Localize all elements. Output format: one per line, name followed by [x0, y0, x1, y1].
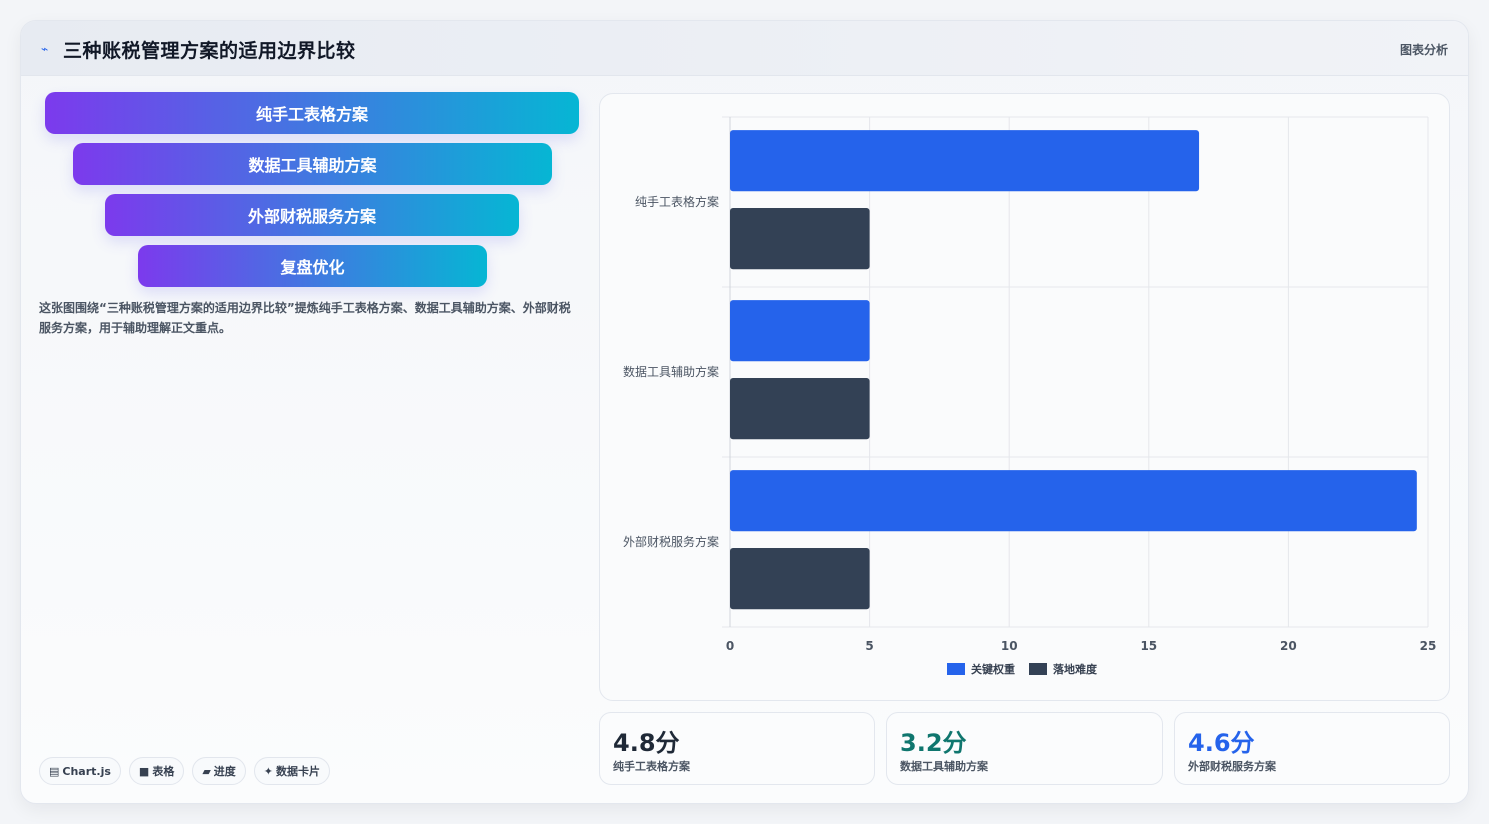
funnel-step-3: 外部财税服务方案	[105, 194, 519, 236]
chart-icon: ▤	[49, 764, 60, 778]
chart-analysis-tag: 图表分析	[1399, 43, 1448, 57]
category-label: 纯手工表格方案	[635, 194, 719, 209]
stat-value: 4.6分	[1188, 729, 1255, 757]
chip-progress[interactable]: ▰ 进度	[192, 757, 246, 785]
chip-label: Chart.js	[62, 764, 111, 778]
bar-key-weight	[730, 130, 1200, 192]
chart-panel: 纯手工表格方案数据工具辅助方案 外部财税服务方案 0 5 10 15 20 25 关键权重 落地难…	[599, 93, 1450, 701]
category-label: 外部财税服务方案	[623, 534, 719, 549]
progress-icon: ▰	[202, 764, 211, 778]
chip-data-card[interactable]: ✦ 数据卡片	[253, 757, 331, 785]
bar-difficulty	[730, 208, 870, 270]
chip-chartjs[interactable]: ▤ Chart.js	[39, 757, 121, 785]
bar-key-weight	[730, 300, 870, 362]
x-tick-label: 5	[865, 639, 873, 653]
funnel-step-4: 复盘优化	[138, 245, 487, 287]
sparkle-icon: ⌁	[41, 42, 49, 56]
stat-label: 数据工具辅助方案	[900, 760, 988, 773]
header: ⌁ 三种账税管理方案的适用边界比较 图表分析	[21, 21, 1468, 76]
x-tick-label: 15	[1140, 639, 1157, 653]
stat-value: 3.2分	[900, 729, 967, 757]
bar-difficulty	[730, 378, 870, 440]
table-icon: ■	[138, 764, 150, 778]
legend-swatch	[947, 663, 965, 675]
chip-label: 进度	[213, 765, 236, 778]
funnel-step-1: 纯手工表格方案	[45, 92, 579, 134]
bar-key-weight	[730, 470, 1417, 532]
legend-label: 落地难度	[1053, 662, 1098, 676]
x-tick-label: 20	[1280, 639, 1297, 653]
bar-difficulty	[730, 548, 870, 610]
stat-label: 外部财税服务方案	[1188, 760, 1276, 773]
legend-swatch	[1029, 663, 1047, 675]
tech-chips: ▤ Chart.js ■ 表格 ▰ 进度 ✦ 数据卡片	[39, 757, 331, 785]
stat-card-3: 4.6分 外部财税服务方案	[1174, 712, 1450, 785]
stat-card-1: 4.8分 纯手工表格方案	[599, 712, 875, 785]
description-text: 这张图围绕“三种账税管理方案的适用边界比较”提炼纯手工表格方案、数据工具辅助方案…	[39, 301, 571, 335]
stat-label: 纯手工表格方案	[613, 760, 690, 773]
main-card: ⌁ 三种账税管理方案的适用边界比较 图表分析 纯手工表格方案 数据工具辅助方案 …	[20, 20, 1469, 804]
funnel-step-2: 数据工具辅助方案	[73, 143, 552, 185]
stat-card-2: 3.2分 数据工具辅助方案	[886, 712, 1163, 785]
chip-label: 表格	[152, 765, 175, 778]
stat-value: 4.8分	[613, 729, 680, 757]
sparkle-icon: ✦	[263, 764, 274, 778]
x-tick-label: 10	[1001, 639, 1018, 653]
chip-label: 数据卡片	[276, 765, 321, 778]
x-tick-label: 25	[1420, 639, 1437, 653]
legend-label: 关键权重	[971, 662, 1015, 676]
page-title: 三种账税管理方案的适用边界比较	[63, 40, 356, 62]
x-tick-label: 0	[726, 639, 734, 653]
chip-table[interactable]: ■ 表格	[128, 757, 185, 785]
category-label: 数据工具辅助方案	[623, 364, 719, 379]
